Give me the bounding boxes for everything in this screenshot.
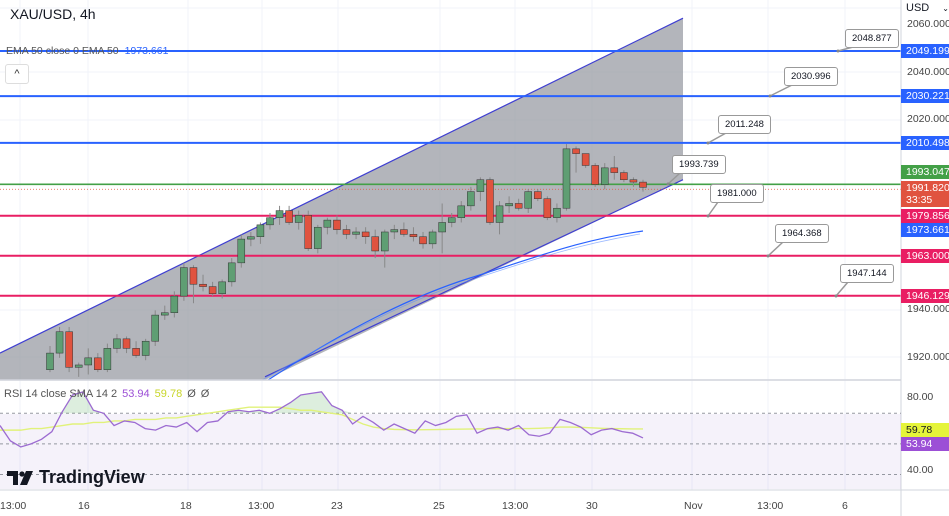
rsi-value: 53.94 [122,388,150,400]
collapse-legend-button[interactable]: ^ [5,64,29,84]
rsi-sma-tag: 59.78 [901,423,949,437]
chevron-up-icon: ^ [14,68,20,80]
price-callout[interactable]: 1964.368 [775,224,829,243]
time-tick: 25 [433,500,445,512]
price-callout[interactable]: 2030.996 [784,67,838,86]
callout-pointers [666,46,854,298]
ema-legend[interactable]: EMA 50 close 0 EMA 50 1973.661 [6,45,168,57]
candlesticks [46,144,647,377]
price-tick: 1920.000 [907,350,949,363]
rsi-band [0,414,901,489]
horizontal-levels[interactable] [0,50,901,297]
time-tick: 13:00 [248,500,275,512]
price-callout[interactable]: 1981.000 [710,184,764,203]
tradingview-logo[interactable]: TradingView [7,467,145,488]
time-tick: 16 [78,500,90,512]
rsi-sma-value: 59.78 [154,388,183,400]
symbol-title[interactable]: XAU/USD, 4h [10,6,96,22]
time-tick: Nov [684,500,703,512]
time-tick: 13:00 [0,500,27,512]
rsi-level-lines [0,412,901,475]
price-tick: 2040.000 [907,65,949,78]
bar-countdown: 33:35 [906,194,933,206]
channel-upper-line[interactable] [0,17,684,354]
rsi-line [0,391,644,448]
price-tag: 2030.221 [901,89,949,104]
time-tick: 13:00 [757,500,784,512]
rsi-tick-80: 80.00 [907,391,934,403]
ema-50-line [261,230,644,381]
tradingview-logo-icon [7,470,33,485]
rsi-tick-40: 40.00 [907,464,934,476]
tradingview-brand: TradingView [39,467,145,487]
time-tick: 30 [586,500,598,512]
currency-label: USD [906,2,930,14]
price-tag: 1963.000 [901,248,949,263]
rsi-extra-2: Ø [200,388,210,400]
price-tag: 1946.129 [901,288,949,303]
rsi-sma-line [0,406,644,431]
price-callout[interactable]: 1993.739 [672,155,726,174]
currency-selector[interactable]: USD ⌄ [906,2,949,14]
rsi-tag: 53.94 [901,437,949,451]
channel-lower-line[interactable] [264,179,684,378]
time-tick: 18 [180,500,192,512]
price-tag: 2010.498 [901,135,949,150]
price-tick: 2020.000 [907,113,949,126]
rsi-legend-label: RSI 14 close SMA 14 2 [4,388,118,400]
price-tag: 2049.199 [901,44,949,58]
time-tick: 6 [842,500,848,512]
rsi-legend[interactable]: RSI 14 close SMA 14 2 53.94 59.78 Ø Ø [4,388,209,400]
price-tick: 1940.000 [907,303,949,316]
rsi-extra-1: Ø [187,388,196,400]
price-tick: 2060.000 [907,18,949,31]
price-tag: 1973.661 [901,223,949,238]
chevron-down-icon: ⌄ [942,4,949,13]
time-tick: 13:00 [502,500,529,512]
time-tick: 23 [331,500,343,512]
ema-legend-value: 1973.661 [124,45,169,57]
ema-legend-label: EMA 50 close 0 EMA 50 [6,45,119,57]
price-tag: 1991.820 33:35 [901,181,949,207]
price-callout[interactable]: 2011.248 [718,115,771,134]
ascending-channel[interactable] [0,18,683,380]
price-callout[interactable]: 1947.144 [840,264,894,283]
price-tag: 1979.856 [901,208,949,223]
rsi-overbought-fill [0,391,643,414]
price-callout[interactable]: 2048.877 [845,29,899,48]
price-tag: 1993.047 [901,165,949,179]
